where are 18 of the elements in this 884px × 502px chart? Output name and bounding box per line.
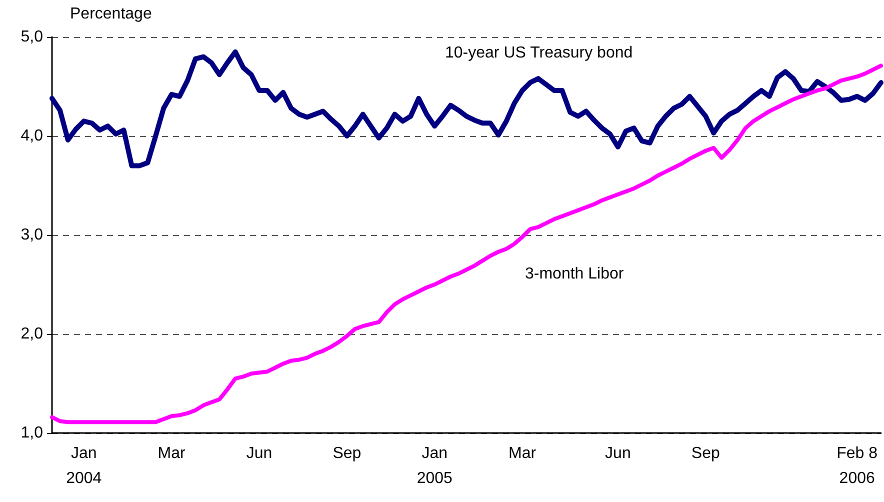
x-tick-label: Feb 8 2006 xyxy=(836,445,878,487)
x-tick-label: Mar xyxy=(158,445,186,462)
x-tick-label: Sep xyxy=(691,445,720,462)
series-label: 3-month Libor xyxy=(525,266,624,282)
series-label: 10-year US Treasury bond xyxy=(445,44,633,62)
y-tick-label: 2,0 xyxy=(20,326,44,342)
y-tick-label: 4,0 xyxy=(20,128,44,144)
x-tick-label: Jan 2004 xyxy=(66,445,102,487)
y-tick-label: 3,0 xyxy=(20,226,44,244)
x-tick-label: Jan 2005 xyxy=(416,445,453,487)
x-tick-label: Sep xyxy=(332,445,362,462)
y-tick-label: 5,0 xyxy=(20,28,44,46)
x-tick-label: Mar xyxy=(508,445,537,462)
y-axis-title: Percentage xyxy=(70,6,152,22)
x-tick-label: Jun xyxy=(605,445,631,462)
y-tick-label: 1,0 xyxy=(20,424,44,442)
line-series xyxy=(50,64,883,424)
x-tick-label: Jun xyxy=(246,445,272,462)
